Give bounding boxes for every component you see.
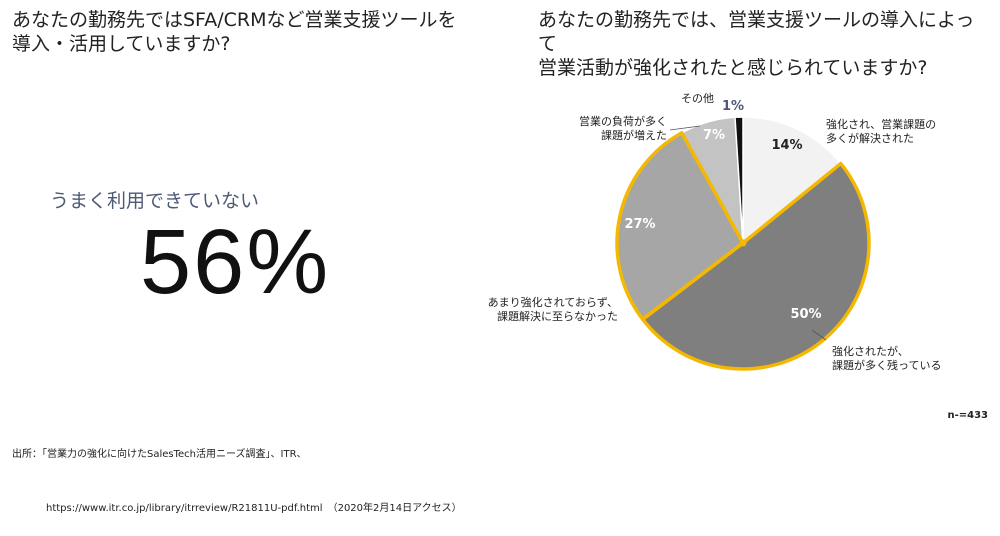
- source-line1: 出所：「営業力の強化に向けたSalesTech活用ニーズ調査」、ITR、: [12, 449, 307, 460]
- callout-leader-line: [669, 125, 701, 131]
- left-question-line2: 導入・活用していますか?: [12, 33, 231, 55]
- pie-percent-label: 1%: [722, 99, 744, 114]
- unused-label: うまく利用できていない: [50, 190, 260, 212]
- left-question: あなたの勤務先ではSFA/CRMなど営業支援ツールを 導入・活用していますか?: [12, 8, 472, 56]
- pie-category-label: 強化されたが、課題が多く残っている: [832, 344, 941, 372]
- pie-percent-label: 27%: [624, 217, 655, 232]
- right-question-line1: あなたの勤務先では、営業支援ツールの導入によって: [538, 9, 975, 55]
- right-question: あなたの勤務先では、営業支援ツールの導入によって 営業活動が強化されたと感じられ…: [538, 8, 988, 80]
- pie-slice: [742, 116, 842, 245]
- callout-leader-line: [811, 329, 827, 341]
- source-note: 出所：「営業力の強化に向けたSalesTech活用ニーズ調査」、ITR、 htt…: [12, 410, 462, 536]
- pie-category-label: その他: [681, 92, 714, 105]
- right-question-line2: 営業活動が強化されたと感じられていますか?: [538, 57, 928, 79]
- sample-size: n-=433: [947, 410, 988, 421]
- source-line2: https://www.itr.co.jp/library/itrreview/…: [46, 503, 462, 514]
- pie-category-label: 営業の負荷が多く課題が増えた: [579, 114, 667, 142]
- highlight-outline: [615, 131, 745, 322]
- pie-category-label: あまり強化されておらず、課題解決に至らなかった: [488, 295, 618, 323]
- pie-percent-label: 7%: [703, 128, 725, 143]
- pie-percent-label: 14%: [771, 138, 802, 153]
- pie-slice: [734, 116, 744, 244]
- pie-chart: 14% 強化され、営業課題の多くが解決された 50% 強化されたが、課題が多く残ってい…: [488, 92, 942, 372]
- left-question-line1: あなたの勤務先ではSFA/CRMなど営業支援ツールを: [12, 9, 457, 31]
- highlight-outline: [640, 161, 871, 371]
- pie-percent-label: 50%: [790, 307, 821, 322]
- pie-category-label: 強化され、営業課題の多くが解決された: [826, 117, 936, 145]
- pie-center-dot: [739, 239, 747, 247]
- big-percentage: 56%: [140, 211, 331, 313]
